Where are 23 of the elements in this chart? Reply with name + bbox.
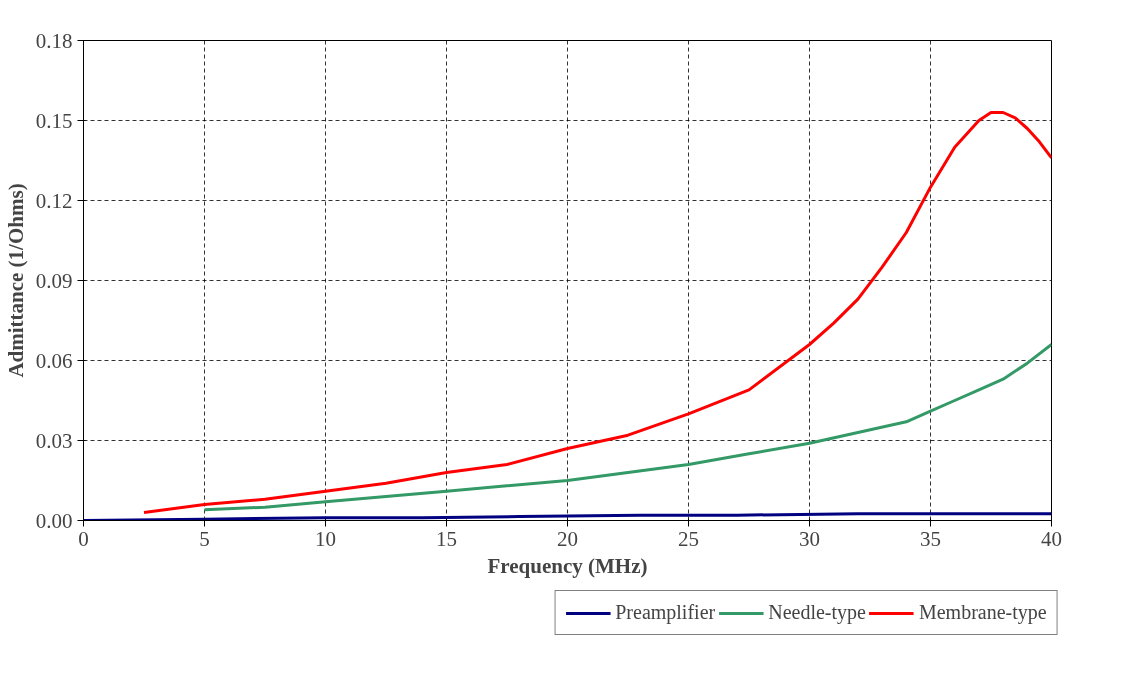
y-tick-label: 0.00 [35,508,73,533]
x-axis-title: Frequency (MHz) [487,553,648,578]
x-tick-label: 5 [199,526,210,551]
y-tick-label: 0.12 [35,188,73,213]
legend-label: Needle-type [768,601,866,624]
line-series [142,111,1052,514]
x-tick-label: 25 [678,526,699,551]
y-tick-label: 0.18 [35,28,73,53]
x-tick-label: 30 [799,526,820,551]
x-tick-label: 35 [920,526,941,551]
legend-label: Membrane-type [918,601,1047,624]
legend-label: Preamplifier [615,601,716,624]
y-tick-label: 0.09 [35,268,73,293]
x-tick-label: 40 [1041,526,1062,551]
line-series [203,343,1052,512]
y-tick-label: 0.06 [35,348,73,373]
x-tick-label: 0 [78,526,89,551]
y-tick-label: 0.15 [35,108,73,133]
x-tick-label: 10 [315,526,336,551]
y-axis-title: Admittance (1/Ohms) [3,183,28,378]
y-tick-label: 0.03 [35,428,73,453]
x-tick-label: 15 [436,526,457,551]
x-tick-label: 20 [557,526,578,551]
